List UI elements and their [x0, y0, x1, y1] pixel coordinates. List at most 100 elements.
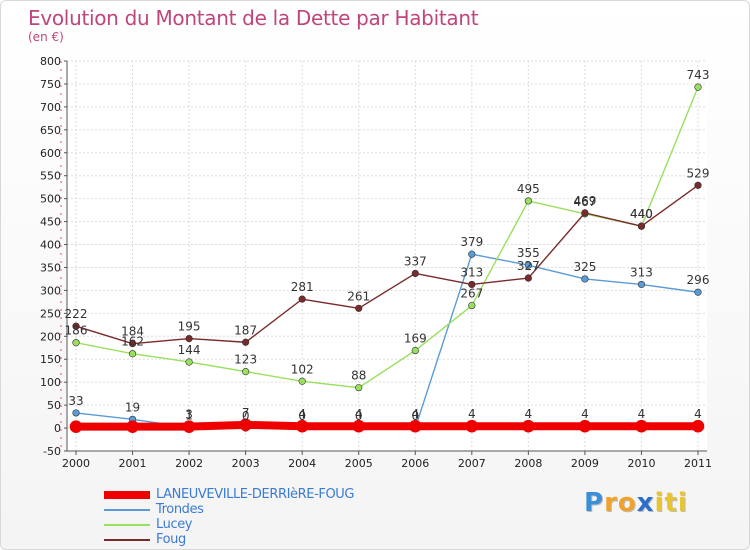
- data-label: 4: [581, 407, 589, 421]
- y-tick-label: 550: [40, 170, 61, 183]
- data-point: [69, 420, 83, 433]
- data-label: 4: [298, 407, 306, 421]
- data-label: 313: [460, 265, 483, 279]
- x-tick-label: 2009: [571, 457, 599, 470]
- data-point: [468, 250, 476, 258]
- legend-label: Trondes: [156, 502, 204, 517]
- logo-letter: t: [664, 488, 678, 518]
- data-label: 296: [687, 273, 710, 287]
- data-label: 102: [291, 362, 314, 376]
- data-label: 186: [65, 324, 88, 338]
- logo-letter: i: [677, 488, 688, 518]
- plot-area: [67, 61, 707, 451]
- data-point: [185, 358, 193, 366]
- data-label: 0: [355, 409, 363, 423]
- data-label: 123: [234, 353, 257, 367]
- data-label: 467: [573, 195, 596, 209]
- y-tick-label: 650: [40, 124, 61, 137]
- data-label: 281: [291, 280, 314, 294]
- y-tick-label: 0: [54, 422, 61, 435]
- data-point: [185, 334, 193, 343]
- data-point: [411, 269, 419, 278]
- data-point: [72, 409, 80, 417]
- logo-letter: i: [654, 488, 665, 518]
- y-tick-label: 400: [40, 239, 61, 252]
- y-tick-label: 800: [40, 55, 61, 68]
- data-point: [295, 419, 309, 433]
- data-point: [182, 420, 196, 433]
- data-point: [72, 339, 80, 347]
- data-label: 261: [347, 289, 370, 303]
- data-label: 529: [687, 166, 710, 180]
- x-tick-label: 2003: [232, 457, 260, 470]
- data-label: 337: [404, 254, 427, 268]
- data-label: 0: [298, 409, 306, 423]
- data-label: 0: [242, 409, 250, 423]
- data-point: [242, 368, 250, 376]
- data-label: 313: [630, 265, 653, 279]
- x-tick-label: 2008: [514, 457, 542, 470]
- data-point: [128, 350, 137, 358]
- legend-label: LANEUVEVILLE-DERRIèRE-FOUG: [156, 487, 355, 502]
- x-tick-label: 2011: [684, 457, 712, 470]
- legend-label: Lucey: [156, 517, 193, 532]
- data-label: 325: [573, 260, 596, 274]
- data-label: 184: [121, 325, 144, 339]
- data-point: [242, 338, 250, 346]
- data-point: [694, 288, 702, 296]
- data-point: [468, 301, 476, 310]
- y-tick-label: 750: [40, 78, 61, 91]
- data-point: [524, 274, 532, 282]
- data-label: 743: [687, 68, 710, 82]
- y-tick-label: 450: [40, 216, 61, 229]
- data-label: 195: [178, 320, 201, 334]
- series-line-3: [75, 184, 699, 345]
- proxiti-logo: Proxiti: [584, 488, 688, 518]
- y-tick-label: 350: [40, 261, 61, 274]
- logo-letter: o: [617, 488, 637, 518]
- data-point: [691, 419, 705, 433]
- data-label: 4: [525, 407, 533, 421]
- legend-swatch: [104, 491, 150, 499]
- y-tick-label: 100: [40, 376, 61, 389]
- legend-swatch: [104, 539, 150, 541]
- data-point: [355, 304, 363, 312]
- x-tick-label: 2007: [458, 457, 486, 470]
- data-point: [128, 340, 137, 348]
- series-line-0: [76, 420, 698, 431]
- data-label: 469: [573, 194, 596, 208]
- y-tick-label: 200: [40, 330, 61, 343]
- data-point: [524, 197, 532, 205]
- data-point: [298, 377, 306, 385]
- data-label: 0: [411, 409, 419, 423]
- data-point: [239, 418, 252, 432]
- data-label: 4: [355, 407, 363, 421]
- data-label: 495: [517, 182, 540, 196]
- data-point: [411, 346, 419, 355]
- data-point: [578, 419, 592, 433]
- data-point: [694, 181, 702, 189]
- data-point: [465, 419, 479, 433]
- data-point: [126, 420, 139, 433]
- data-label: 3: [185, 408, 193, 422]
- y-tick-label: 300: [40, 284, 61, 297]
- x-tick-label: 2010: [627, 457, 655, 470]
- y-tick-label: 250: [40, 307, 61, 320]
- data-point: [581, 275, 589, 283]
- y-tick-label: 150: [40, 353, 61, 366]
- data-point: [72, 322, 80, 330]
- data-label: 4: [694, 407, 702, 421]
- chart-title: Evolution du Montant de la Dette par Hab…: [28, 6, 479, 30]
- y-tick-label: 700: [40, 101, 61, 114]
- data-point: [408, 419, 422, 433]
- data-point: [635, 419, 648, 433]
- y-tick-label: 600: [40, 147, 61, 160]
- data-label: 33: [68, 394, 83, 408]
- data-label: 327: [517, 259, 540, 273]
- logo-letter: P: [584, 488, 605, 518]
- x-tick-label: 2002: [175, 457, 203, 470]
- data-label: 440: [630, 207, 653, 221]
- data-point: [694, 83, 702, 91]
- data-label: 4: [468, 407, 476, 421]
